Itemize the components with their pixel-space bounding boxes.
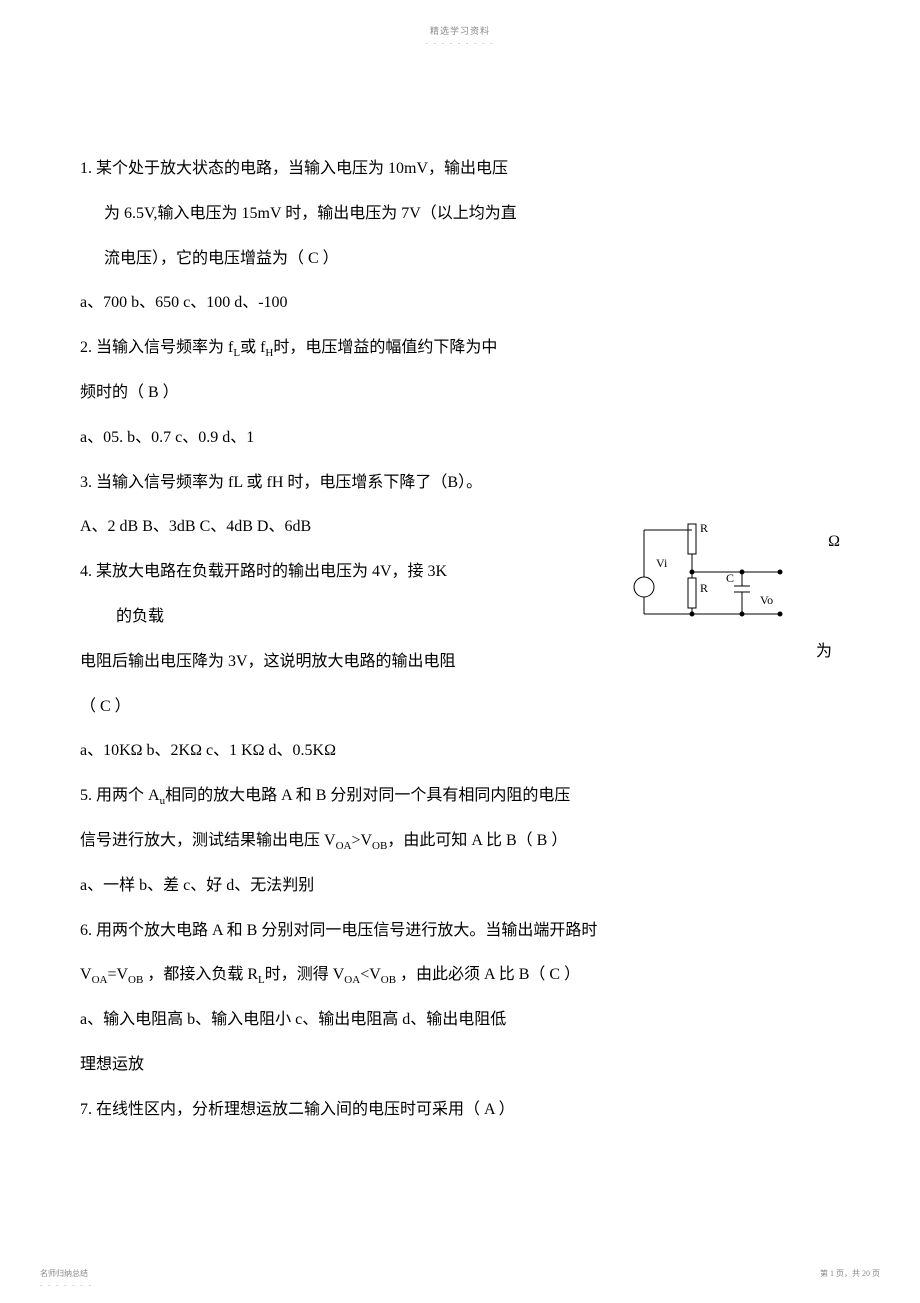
- q6-line2: VOA=VOB ，都接入负载 RL时，测得 VOA<VOB ，由此必须 A 比 …: [80, 953, 840, 998]
- q6-s5: OB: [381, 975, 396, 987]
- q7-line1: 7. 在线性区内，分析理想运放二输入间的电压时可采用（ A ）: [80, 1088, 840, 1133]
- q5-l2-mid: >V: [351, 832, 372, 849]
- q6-line1: 6. 用两个放大电路 A 和 B 分别对同一电压信号进行放大。当输出端开路时: [80, 909, 840, 954]
- q5-l2-post: ，由此可知 A 比 B（ B ）: [387, 832, 567, 849]
- doc-header-sub: - - - - - - - - -: [0, 39, 920, 47]
- q6-s4: OA: [344, 975, 360, 987]
- circuit-label-vi: Vi: [656, 556, 668, 570]
- q3-line1: 3. 当输入信号频率为 fL 或 fH 时，电压增系下降了（B）。: [80, 461, 840, 506]
- footer-left-sub: - - - - - - -: [40, 1281, 93, 1289]
- q5-sub-oa: OA: [336, 840, 352, 852]
- q5-line2: 信号进行放大，测试结果输出电压 VOA>VOB，由此可知 A 比 B（ B ）: [80, 819, 840, 864]
- q6-c: ，都接入负载 R: [143, 966, 258, 983]
- q5-l1-pre: 5. 用两个 A: [80, 787, 160, 804]
- q1-line2: 为 6.5V,输入电压为 15mV 时，输出电压为 7V（以上均为直: [80, 192, 840, 237]
- q4-line3: 电阻后输出电压降为 3V，这说明放大电路的输出电阻: [80, 640, 840, 685]
- q4-wei-char: 为: [816, 637, 832, 661]
- q5-options: a、一样 b、差 c、好 d、无法判别: [80, 864, 840, 909]
- circuit-label-r2: R: [700, 581, 708, 595]
- q6-a: V: [80, 966, 92, 983]
- q2-options: a、05. b、0.7 c、0.9 d、1: [80, 416, 840, 461]
- footer-right: 第 1 页，共 20 页: [820, 1268, 880, 1279]
- q1-line1: 1. 某个处于放大状态的电路，当输入电压为 10mV，输出电压: [80, 147, 840, 192]
- q2-l1-mid: 或 f: [240, 339, 265, 356]
- q6-options: a、输入电阻高 b、输入电阻小 c、输出电阻高 d、输出电阻低: [80, 998, 840, 1043]
- q6-s1: OA: [92, 975, 108, 987]
- footer-left: 名师归纳总结: [40, 1268, 88, 1279]
- q5-l2-pre: 信号进行放大，测试结果输出电压 V: [80, 832, 336, 849]
- q6-d: 时，测得 V: [265, 966, 345, 983]
- doc-header: 精选学习资料: [0, 0, 920, 37]
- q6-b: =V: [107, 966, 128, 983]
- q2-line2: 频时的（ B ）: [80, 371, 840, 416]
- circuit-diagram: R Vi R C Vo: [630, 512, 785, 622]
- q6-f: ，由此必须 A 比 B（ C ）: [396, 966, 580, 983]
- q1-line3: 流电压），它的电压增益为（ C ）: [80, 237, 840, 282]
- q6-s2: OB: [128, 975, 143, 987]
- q6-s3: L: [258, 975, 265, 987]
- circuit-label-vo: Vo: [760, 593, 773, 607]
- q4-line4: （ C ）: [80, 685, 840, 730]
- section-ideal-opamp: 理想运放: [80, 1043, 840, 1088]
- q5-line1: 5. 用两个 Au相同的放大电路 A 和 B 分别对同一个具有相同内阻的电压: [80, 774, 840, 819]
- q6-e: <V: [360, 966, 381, 983]
- q4-omega-symbol: Ω: [828, 533, 840, 551]
- q2-l1-pre: 2. 当输入信号频率为 f: [80, 339, 233, 356]
- q2-line1: 2. 当输入信号频率为 fL或 fH时，电压增益的幅值约下降为中: [80, 326, 840, 371]
- circuit-label-c: C: [726, 571, 734, 585]
- q5-sub-ob: OB: [372, 840, 387, 852]
- q1-options: a、700 b、650 c、100 d、-100: [80, 281, 840, 326]
- circuit-label-r1: R: [700, 521, 708, 535]
- q2-l1-post: 时，电压增益的幅值约下降为中: [273, 339, 497, 356]
- q4-options: a、10KΩ b、2KΩ c、1 KΩ d、0.5KΩ: [80, 729, 840, 774]
- q5-l1-post: 相同的放大电路 A 和 B 分别对同一个具有相同内阻的电压: [165, 787, 570, 804]
